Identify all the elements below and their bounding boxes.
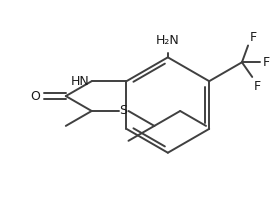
Text: F: F — [250, 30, 257, 44]
Text: H₂N: H₂N — [156, 34, 180, 47]
Text: F: F — [263, 56, 270, 69]
Text: O: O — [30, 90, 40, 102]
Text: S: S — [119, 104, 127, 117]
Text: F: F — [254, 80, 261, 93]
Text: HN: HN — [71, 75, 90, 88]
